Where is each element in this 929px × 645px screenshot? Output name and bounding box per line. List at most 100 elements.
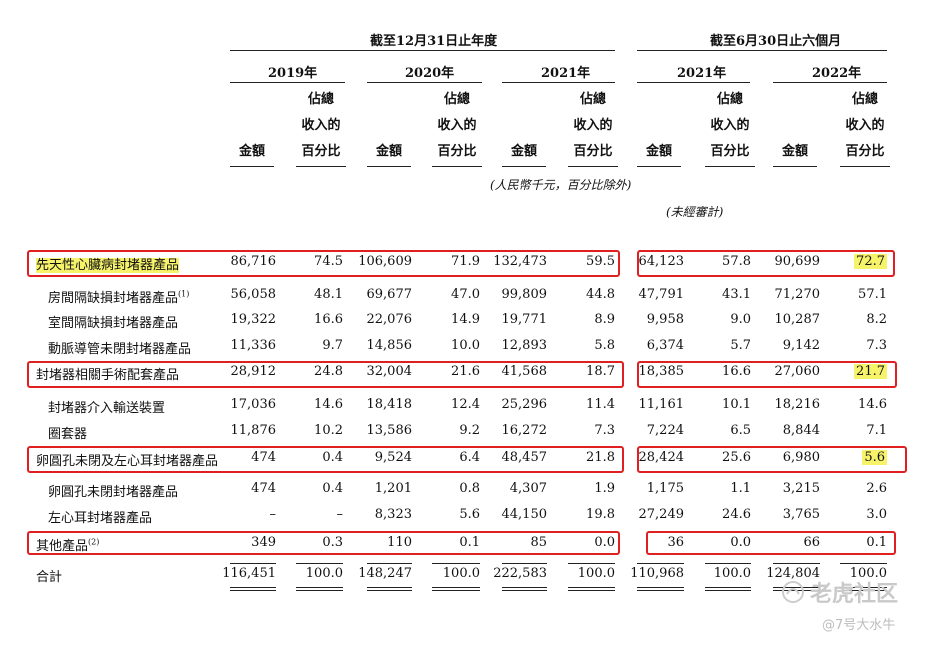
row-label-text: 房間隔缺損封堵器產品	[48, 291, 179, 306]
row-cell-value: 5.7	[730, 338, 751, 353]
row-cell: 11,161	[604, 397, 685, 412]
row-cell-value: 21.8	[586, 450, 615, 465]
row-cell: 19,322	[196, 312, 277, 327]
row-cell: 0.1	[807, 535, 887, 550]
row-cell-value: 43.1	[722, 287, 751, 302]
row-cell-value: 24.8	[314, 364, 343, 379]
row-cell-value: 71.9	[451, 254, 480, 269]
row-cell-value: 1.9	[594, 481, 615, 496]
col-pct-header-line: 佔總	[307, 92, 334, 107]
row-cell-value: 24.6	[722, 507, 751, 522]
total-double-rule	[502, 587, 547, 588]
rule-group-year	[230, 50, 615, 51]
col-amount-rule	[773, 166, 817, 167]
watermark-user: @7号大水牛	[822, 618, 896, 633]
row-label: 合計	[36, 566, 62, 585]
row-cell-value: 10.2	[314, 423, 343, 438]
row-cell-value: 7.3	[594, 423, 615, 438]
row-cell-value: 474	[251, 481, 276, 496]
row-cell-value: 64,123	[638, 254, 685, 269]
year-header-2020: 2020年	[405, 66, 455, 81]
unaudited-note: (未經審計)	[666, 205, 724, 219]
row-label-text: 其他產品	[36, 539, 89, 554]
row-cell: 21.7	[807, 364, 887, 379]
row-cell: 24.6	[671, 507, 751, 522]
row-cell-value: 66	[803, 535, 820, 550]
row-cell: 9.2	[400, 423, 480, 438]
box-chd-right	[637, 250, 895, 277]
row-cell: 0.3	[263, 535, 343, 550]
row-cell: 57.8	[671, 254, 751, 269]
row-cell: 10.0	[400, 338, 480, 353]
box-pfo-right	[637, 446, 907, 473]
row-cell: 59.5	[535, 254, 615, 269]
row-cell-value: 10.0	[451, 338, 480, 353]
year-header-2022-half: 2022年	[812, 66, 862, 81]
row-cell: 27,249	[604, 507, 685, 522]
subtotal-rule	[367, 563, 412, 564]
total-double-rule	[773, 587, 820, 588]
col-pct-header-line: 收入的	[573, 118, 613, 133]
watermark-logo-icon	[781, 580, 805, 604]
row-cell-value: 5.6	[459, 507, 480, 522]
row-label: 先天性心臟病封堵器產品	[36, 254, 180, 273]
row-cell: 14.6	[807, 397, 887, 412]
row-cell: 48.1	[263, 287, 343, 302]
row-cell-value: 72.7	[854, 254, 887, 269]
row-cell: 5.6	[400, 507, 480, 522]
group-header-half: 截至6月30日止六個月	[710, 34, 842, 49]
row-cell-value: 71,270	[774, 287, 821, 302]
row-cell-value: 0.1	[866, 535, 887, 550]
row-cell-value: 10,287	[774, 312, 821, 327]
row-footnote-mark: (1)	[178, 289, 190, 299]
row-cell: 3,215	[740, 481, 820, 496]
row-cell: 222,583	[467, 566, 547, 581]
row-cell-value: 116,451	[222, 566, 276, 581]
row-cell: 28,424	[604, 450, 685, 465]
row-cell-value: 148,247	[358, 566, 412, 581]
row-cell: 16,272	[467, 423, 548, 438]
row-cell: 12,893	[467, 338, 548, 353]
row-cell: 1.9	[535, 481, 615, 496]
year-header-2021: 2021年	[541, 66, 591, 81]
row-cell: 71.9	[400, 254, 480, 269]
col-pct-header-line: 百分比	[845, 144, 885, 159]
row-cell-value: 16.6	[314, 312, 343, 327]
row-cell-value: 100.0	[849, 566, 887, 581]
total-double-rule	[568, 590, 615, 591]
row-cell-value: 0.0	[730, 535, 751, 550]
row-cell: 9,958	[604, 312, 684, 327]
group-header-year: 截至12月31日止年度	[370, 34, 498, 49]
row-cell: 14.9	[400, 312, 480, 327]
row-cell: 0.4	[263, 481, 343, 496]
year-header-2021-half: 2021年	[677, 66, 727, 81]
col-pct-rule	[568, 166, 618, 167]
row-cell-value: 11,336	[230, 338, 277, 353]
row-cell: 0.0	[671, 535, 751, 550]
row-label: 封堵器介入輸送裝置	[48, 397, 165, 416]
row-cell-value: 100.0	[442, 566, 480, 581]
row-cell: 64,123	[604, 254, 685, 269]
subtotal-rule	[432, 563, 480, 564]
row-cell-value: 9,142	[782, 338, 820, 353]
row-label-text: 卵圓孔未閉及左心耳封堵器產品	[36, 454, 219, 469]
row-cell: 72.7	[807, 254, 887, 269]
row-cell: 5.8	[535, 338, 615, 353]
row-cell-value: 0.3	[322, 535, 343, 550]
row-cell-value: 21.6	[451, 364, 480, 379]
col-amount-header: 金額	[375, 144, 402, 159]
col-amount-rule	[637, 166, 681, 167]
row-cell-value: 106,609	[358, 254, 412, 269]
row-cell-value: 27,249	[638, 507, 685, 522]
row-label: 房間隔缺損封堵器產品(1)	[48, 287, 189, 306]
row-cell-value: 11.4	[586, 397, 615, 412]
row-cell-value: 12.4	[451, 397, 480, 412]
row-cell: 24.8	[263, 364, 343, 379]
row-cell: 16.6	[263, 312, 343, 327]
row-cell: 100.0	[263, 566, 343, 581]
row-cell: 8.9	[535, 312, 615, 327]
row-cell: 19,771	[467, 312, 548, 327]
rule-year-2019	[230, 82, 345, 83]
total-double-rule	[637, 590, 684, 591]
total-double-rule	[568, 587, 615, 588]
